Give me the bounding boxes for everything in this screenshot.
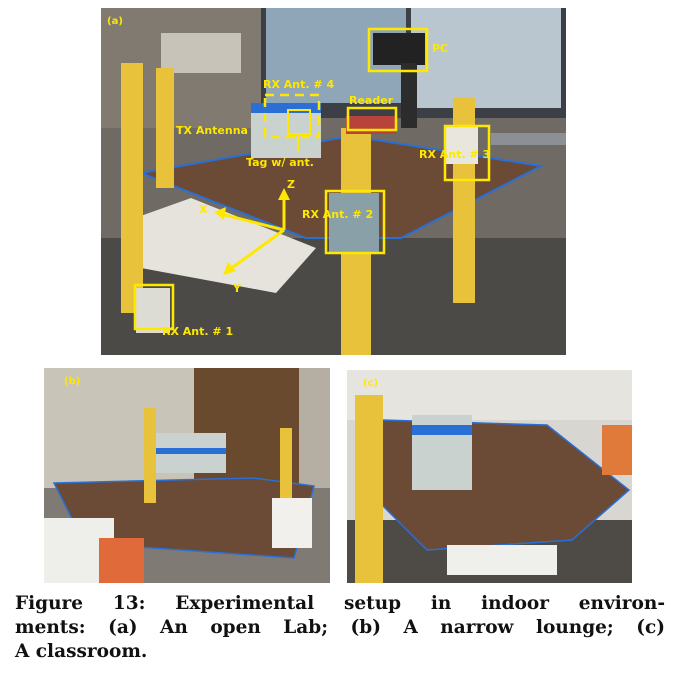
photo-classroom-image: (c) [347, 370, 632, 583]
caption-line-3: A classroom. [15, 641, 148, 662]
label-rx-ant-4: RX Ant. # 4 [263, 78, 334, 91]
label-reader: Reader [349, 94, 394, 107]
label-axis-y: Y [232, 282, 242, 295]
label-rx-ant-2: RX Ant. # 2 [302, 208, 373, 221]
photo-narrow-lounge-image: (b) [44, 368, 330, 583]
panel-c-tag: (c) [363, 378, 378, 389]
label-tag-with-antenna: Tag w/ ant. [246, 156, 314, 169]
label-axis-x: X [199, 203, 208, 216]
figure-caption: Figure 13: Experimental setup in indoor … [15, 592, 665, 664]
label-axis-z: Z [287, 178, 295, 191]
label-pc: PC [432, 42, 448, 55]
label-rx-ant-3: RX Ant. # 3 [419, 148, 490, 161]
photo-narrow-lounge: (b) [44, 368, 330, 583]
panel-b-tag: (b) [64, 376, 80, 387]
label-rx-ant-1: RX Ant. # 1 [162, 325, 233, 338]
caption-line-2: ments: (a) An open Lab; (b) A narrow lou… [15, 617, 665, 638]
photo-classroom: (c) [347, 370, 632, 583]
panel-a-tag: (a) [107, 16, 123, 27]
photo-open-lab: (a) PC RX Ant. # 4 Reader TX Antenna RX … [101, 8, 566, 355]
label-tx-antenna: TX Antenna [176, 124, 248, 137]
photo-open-lab-image: (a) PC RX Ant. # 4 Reader TX Antenna RX … [101, 8, 566, 355]
caption-line-1: Figure 13: Experimental setup in indoor … [15, 593, 665, 614]
